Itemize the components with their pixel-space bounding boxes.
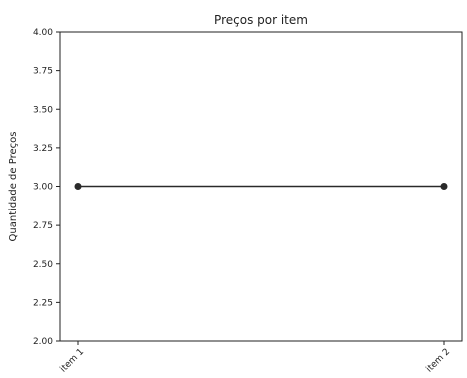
- y-axis: 2.00 2.25 2.50 2.75 3.00 3.25 3.50 3.75 4.00: [33, 28, 60, 347]
- y-tick-label: 2.00: [33, 337, 53, 347]
- y-tick-label: 4.00: [33, 28, 53, 38]
- y-tick-label: 2.50: [33, 260, 53, 270]
- y-tick-label: 3.25: [33, 144, 53, 154]
- x-tick-label: item 2: [425, 347, 453, 375]
- data-point: [74, 183, 82, 190]
- y-tick-label: 3.50: [33, 105, 53, 115]
- series-layer: [74, 183, 448, 190]
- y-tick-label: 3.75: [33, 67, 53, 77]
- data-point: [440, 183, 448, 190]
- y-axis-label: Quantidade de Preços: [8, 132, 19, 242]
- y-tick-label: 2.25: [33, 298, 53, 308]
- chart-title: Preços por item: [214, 13, 308, 27]
- x-tick-label: item 1: [59, 347, 87, 375]
- x-axis: item 1 item 2: [59, 341, 453, 375]
- y-tick-label: 2.75: [33, 221, 53, 231]
- y-tick-label: 3.00: [33, 183, 53, 193]
